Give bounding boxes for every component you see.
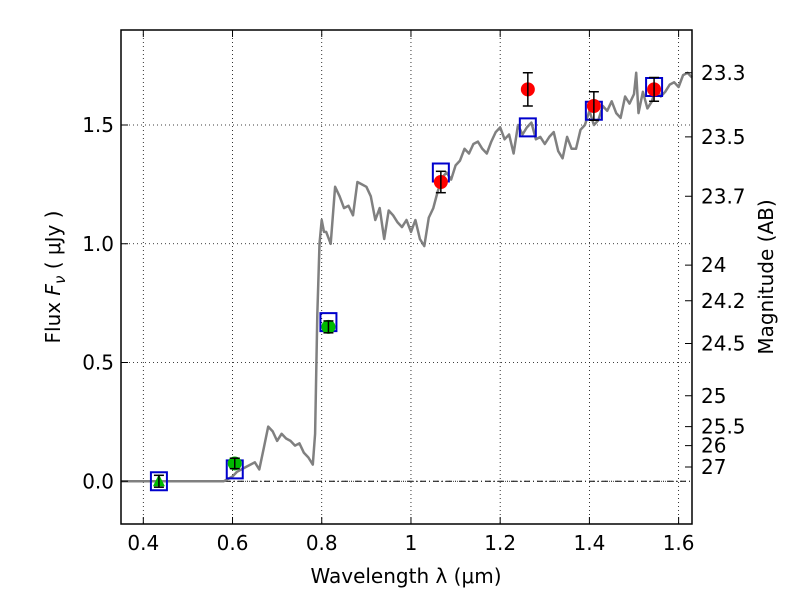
template-sed (121, 71, 693, 483)
y2-tick-label: 24.2 (701, 289, 746, 313)
x-tick-label: 0.8 (306, 531, 338, 555)
y2-tick-label: 26 (701, 434, 726, 458)
y-tick-label: 0.5 (82, 351, 114, 375)
template-sed-line (121, 71, 693, 483)
y2-axis-label: Magnitude (AB) (754, 199, 778, 354)
plot-frame (120, 29, 693, 525)
filter-model-square (518, 117, 537, 138)
x-tick-label: 0.4 (127, 531, 159, 555)
y2-tick-label: 27 (701, 455, 726, 479)
y-tick-label: 1.0 (82, 232, 114, 256)
x-tick-label: 1.6 (663, 531, 695, 555)
x-tick-label: 1.2 (484, 531, 516, 555)
y2-tick-label: 23.7 (701, 184, 746, 208)
y-axis-ticks: 0.0 0.5 1.0 1.5 (82, 113, 128, 493)
y2-tick-label: 24 (701, 253, 726, 277)
x-tick-label: 0.6 (217, 531, 249, 555)
data-points (149, 72, 664, 492)
x-tick-label: 1 (405, 531, 418, 555)
y2-tick-label: 25.5 (701, 415, 746, 439)
y2-tick-label: 25 (701, 384, 726, 408)
x-tick-label: 1.4 (573, 531, 605, 555)
y2-tick-label: 23.5 (701, 125, 746, 149)
y-tick-label: 0.0 (82, 469, 114, 493)
grid (121, 30, 692, 524)
x-axis-ticks: 0.4 0.6 0.8 1 1.2 1.4 1.6 (127, 30, 695, 555)
y-tick-label: 1.5 (82, 113, 114, 137)
x-axis-label: Wavelength λ (μm) (310, 564, 501, 588)
y2-tick-label: 23.3 (701, 61, 746, 85)
filter-model-square (149, 471, 168, 492)
y2-tick-label: 24.5 (701, 332, 746, 356)
y-axis-label: Flux Fν ( μJy ) (41, 211, 69, 344)
